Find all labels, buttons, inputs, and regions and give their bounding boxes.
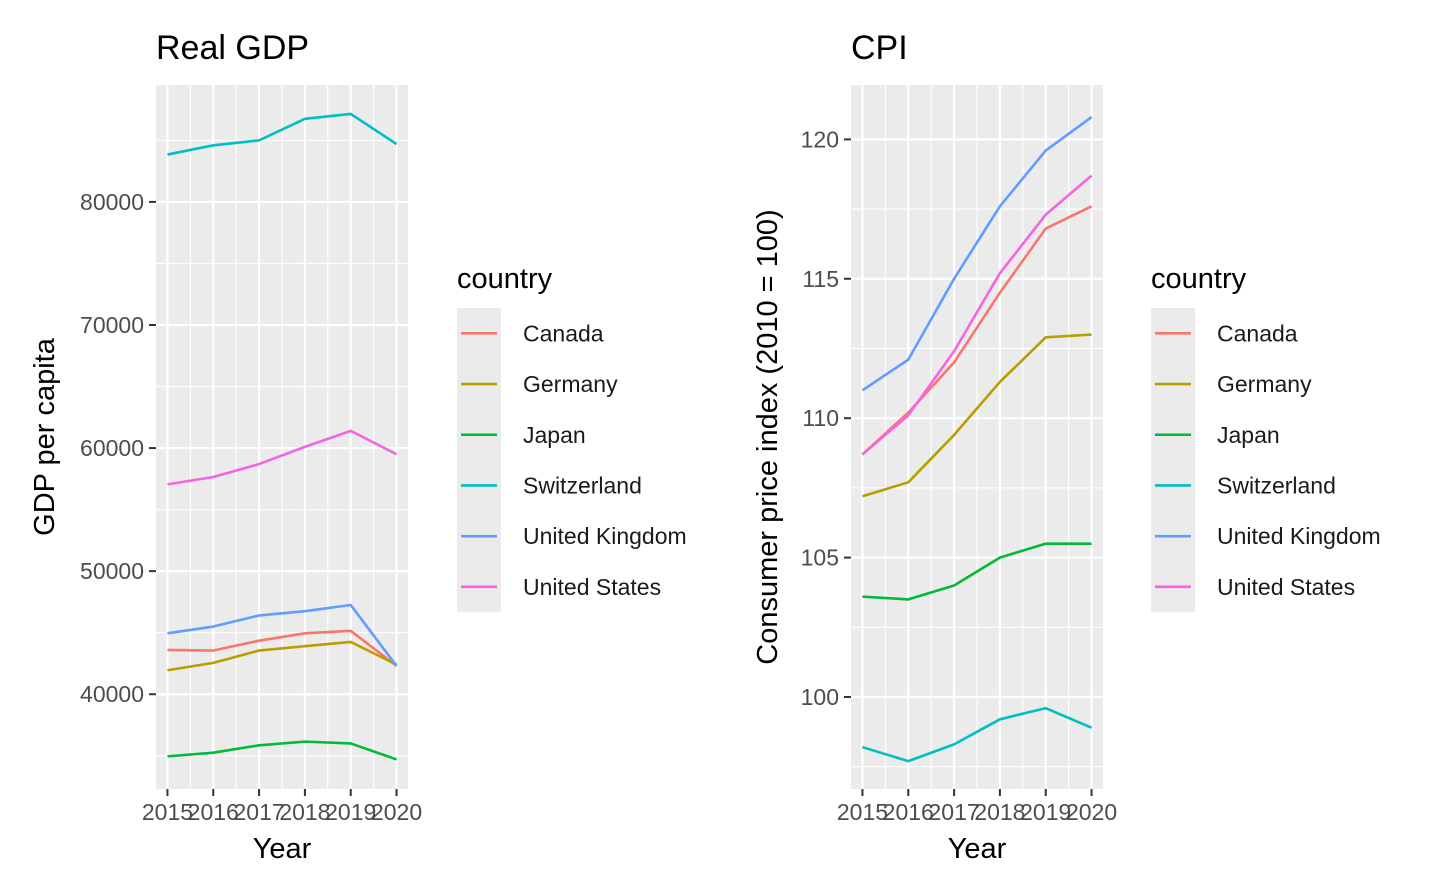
- x-axis-title: Year: [948, 833, 1007, 865]
- legend-key-background: [1151, 308, 1195, 613]
- y-tick-label: 40000: [80, 681, 144, 707]
- legend-label: United States: [1217, 574, 1355, 600]
- legend-title: country: [457, 263, 553, 295]
- legend: country Canada Germany Japan Switzerland Unit…: [457, 263, 687, 613]
- x-tick-label: 2017: [929, 799, 980, 825]
- legend-key-background: [457, 308, 501, 613]
- series-line-japan: [167, 740, 397, 761]
- legend-label: United Kingdom: [1217, 523, 1381, 549]
- legend-label: Switzerland: [1217, 472, 1336, 498]
- series-line-japan: [862, 542, 1092, 601]
- x-tick-label: 2018: [974, 799, 1025, 825]
- series-line-united-kingdom: [861, 116, 1093, 392]
- y-axis-title: Consumer price index (2010 = 100): [752, 209, 784, 664]
- x-tick-label: 2020: [371, 799, 422, 825]
- legend-label: Germany: [523, 371, 618, 397]
- series-line-germany: [862, 333, 1092, 498]
- series-line-switzerland: [862, 706, 1093, 763]
- series-line-united-states: [861, 174, 1093, 456]
- legend-label: Japan: [1217, 422, 1280, 448]
- y-tick-label: 120: [801, 126, 839, 152]
- y-tick-label: 105: [801, 545, 839, 571]
- x-tick-label: 2015: [837, 799, 888, 825]
- legend-label: Japan: [523, 422, 586, 448]
- series-line-canada: [167, 629, 398, 667]
- legend-label: Switzerland: [523, 472, 642, 498]
- y-axis-title: GDP per capita: [29, 337, 61, 536]
- series-line-germany: [167, 640, 398, 672]
- y-tick-label: 100: [801, 684, 839, 710]
- y-tick-label: 70000: [80, 312, 144, 338]
- legend-label: Germany: [1217, 371, 1312, 397]
- x-tick-label: 2015: [142, 799, 193, 825]
- series-line-united-kingdom: [167, 603, 398, 667]
- chart-title: Real GDP: [156, 29, 309, 67]
- y-tick-label: 110: [802, 405, 839, 431]
- legend: country Canada Germany Japan Switzerland Unit…: [1151, 263, 1381, 613]
- y-tick-label: 60000: [80, 435, 144, 461]
- series-line-canada: [861, 205, 1093, 456]
- legend-label: United Kingdom: [523, 523, 687, 549]
- chart-title: CPI: [851, 29, 908, 67]
- x-tick-label: 2019: [325, 799, 376, 825]
- legend-title: country: [1151, 263, 1247, 295]
- legend-label: Canada: [523, 320, 604, 346]
- x-tick-label: 2016: [188, 799, 239, 825]
- x-tick-label: 2016: [883, 799, 934, 825]
- x-tick-label: 2019: [1020, 799, 1071, 825]
- x-axis-title: Year: [253, 833, 312, 865]
- series-line-switzerland: [167, 112, 398, 156]
- y-tick-label: 115: [802, 266, 839, 292]
- legend-label: United States: [523, 574, 661, 600]
- x-tick-label: 2017: [234, 799, 285, 825]
- x-tick-label: 2020: [1066, 799, 1117, 825]
- y-tick-label: 50000: [80, 558, 144, 584]
- x-tick-label: 2018: [279, 799, 330, 825]
- series-line-united-states: [167, 429, 398, 486]
- legend-label: Canada: [1217, 320, 1298, 346]
- y-tick-label: 80000: [80, 189, 144, 215]
